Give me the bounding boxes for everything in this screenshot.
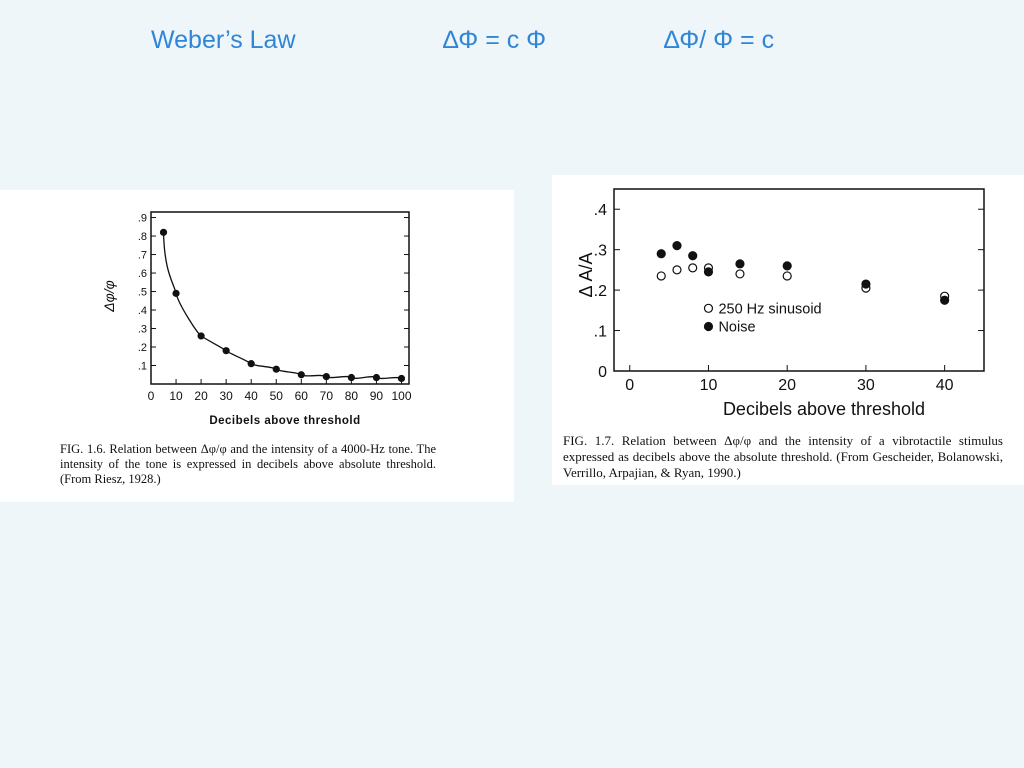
x-tick-label: 30 bbox=[857, 377, 875, 394]
figure-2-chart: 0 .1 .2 .3 .4 0 10 20 30 40 Decibels above thresho… bbox=[576, 188, 985, 419]
formula-difference: ∆Φ = c Φ bbox=[443, 26, 547, 54]
noise-point bbox=[688, 251, 698, 261]
y-tick-label: .7 bbox=[138, 250, 147, 262]
x-tick-label: 60 bbox=[295, 389, 309, 403]
x-tick-label: 0 bbox=[625, 377, 634, 394]
sinusoid-point bbox=[672, 265, 682, 275]
x-tick-label: 100 bbox=[391, 389, 411, 403]
noise-point bbox=[782, 261, 792, 271]
data-point bbox=[159, 228, 168, 236]
y-axis-label: Δ A/A bbox=[576, 252, 596, 297]
sinusoid-point bbox=[688, 263, 698, 273]
x-tick-label: 20 bbox=[778, 377, 796, 394]
y-tick-label: .2 bbox=[594, 283, 607, 300]
sinusoid-point bbox=[782, 271, 792, 281]
y-tick-label: .3 bbox=[594, 243, 607, 260]
legend-label: Noise bbox=[718, 320, 755, 336]
y-axis-label: Δφ/φ bbox=[101, 280, 117, 313]
x-tick-label: 40 bbox=[936, 377, 954, 394]
x-tick-label: 50 bbox=[270, 389, 284, 403]
noise-point bbox=[672, 241, 682, 251]
legend-label: 250 Hz sinusoid bbox=[718, 301, 821, 317]
slide-title-row: Weber’s Law ∆Φ = c Φ ∆Φ/ Φ = c bbox=[0, 26, 1024, 66]
figure-2-panel: 0 .1 .2 .3 .4 0 10 20 30 40 Decibels above thresho… bbox=[552, 175, 1024, 485]
formula-ratio: ∆Φ/ Φ = c bbox=[664, 26, 775, 54]
figure-2-caption: FIG. 1.7. Relation between Δφ/φ and the … bbox=[563, 433, 1003, 480]
data-point bbox=[372, 373, 381, 382]
figure-1-panel: .1 .2 .3 .4 .5 .6 .7 .8 .9 0 10 20 30 40 50 60 70 80 90 100… bbox=[0, 190, 514, 502]
data-point bbox=[397, 374, 406, 383]
x-axis-label: Decibels above threshold bbox=[723, 399, 925, 419]
x-tick-label: 40 bbox=[245, 389, 259, 403]
data-point bbox=[222, 347, 230, 355]
y-tick-label: .1 bbox=[594, 324, 607, 341]
fitted-curve bbox=[162, 232, 402, 380]
data-point bbox=[272, 365, 280, 373]
data-point bbox=[197, 332, 205, 340]
legend-marker bbox=[703, 321, 714, 332]
x-tick-label: 80 bbox=[345, 389, 359, 403]
figure-1-caption: FIG. 1.6. Relation between Δφ/φ and the … bbox=[60, 442, 436, 486]
y-tick-label: .8 bbox=[138, 231, 147, 243]
x-tick-label: 30 bbox=[219, 389, 233, 403]
x-tick-label: 70 bbox=[320, 389, 334, 403]
data-point bbox=[172, 289, 180, 297]
y-tick-label: .6 bbox=[138, 268, 147, 280]
y-tick-label: .4 bbox=[594, 202, 607, 219]
y-tick-label: 0 bbox=[598, 364, 607, 381]
data-point bbox=[347, 373, 355, 382]
data-point bbox=[247, 360, 255, 368]
plot-frame bbox=[613, 188, 985, 372]
noise-point bbox=[861, 279, 871, 289]
x-tick-label: 10 bbox=[700, 377, 718, 394]
y-tick-label: .4 bbox=[138, 305, 147, 317]
x-tick-label: 10 bbox=[169, 389, 183, 403]
sinusoid-point bbox=[656, 271, 666, 281]
y-tick-label: .3 bbox=[138, 324, 147, 336]
y-tick-label: .1 bbox=[138, 361, 147, 373]
legend-marker bbox=[703, 303, 714, 313]
noise-point bbox=[656, 249, 666, 259]
x-tick-label: 0 bbox=[148, 389, 155, 403]
x-tick-label: 90 bbox=[370, 389, 384, 403]
sinusoid-point bbox=[735, 269, 745, 279]
noise-point bbox=[940, 295, 950, 305]
y-tick-label: .9 bbox=[138, 213, 147, 225]
y-tick-label: .2 bbox=[138, 342, 147, 354]
data-point bbox=[322, 373, 330, 381]
x-axis-label: Decibels above threshold bbox=[209, 415, 360, 427]
x-tick-label: 20 bbox=[194, 389, 208, 403]
noise-point bbox=[703, 267, 714, 277]
plot-frame bbox=[150, 211, 410, 385]
figure-1-chart: .1 .2 .3 .4 .5 .6 .7 .8 .9 0 10 20 30 40 50 60 70 80 90 100… bbox=[101, 211, 412, 427]
y-tick-label: .5 bbox=[138, 287, 147, 299]
slide-title: Weber’s Law bbox=[151, 26, 296, 54]
noise-point bbox=[735, 259, 745, 269]
data-point bbox=[297, 371, 305, 379]
